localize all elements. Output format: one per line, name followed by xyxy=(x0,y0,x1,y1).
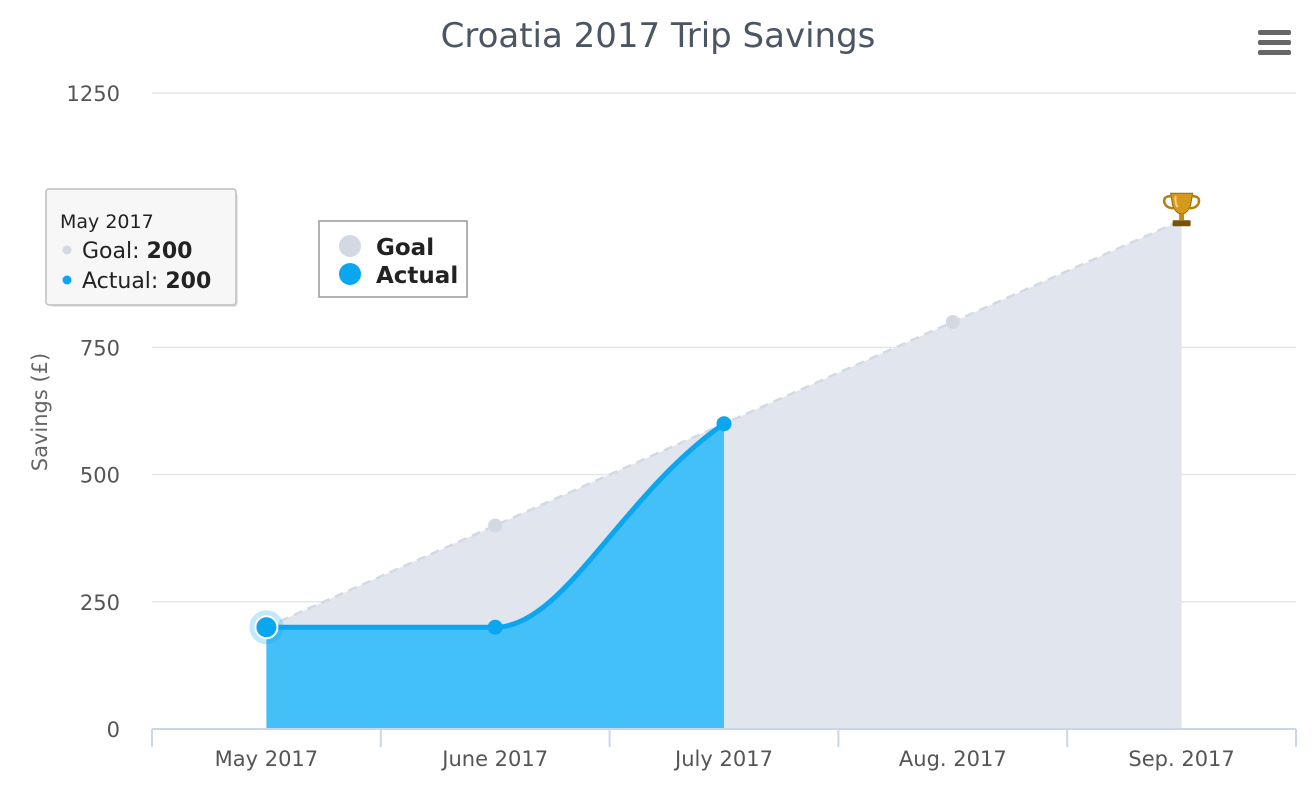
actual-point[interactable] xyxy=(487,619,503,635)
x-axis: May 2017 June 2017 July 2017 Aug. 2017 Sep. … xyxy=(151,728,1297,771)
legend-item-goal[interactable]: Goal xyxy=(339,235,434,261)
y-axis-ticks: 0 250 500 750 1250 xyxy=(67,82,120,742)
legend-actual-label: Actual xyxy=(376,263,458,289)
chart-title: Croatia 2017 Trip Savings xyxy=(441,16,876,56)
y-axis-title: Savings (£) xyxy=(28,353,52,471)
x-tick-label: July 2017 xyxy=(673,747,773,771)
legend: Goal Actual xyxy=(318,220,468,298)
legend-goal-swatch xyxy=(339,235,361,257)
x-tick-label: May 2017 xyxy=(215,747,319,771)
tooltip: May 2017 Goal: 200 Actual: 200 xyxy=(45,188,238,307)
y-tick-label: 0 xyxy=(107,718,120,742)
menu-button[interactable] xyxy=(1252,22,1296,60)
x-tick-label: Aug. 2017 xyxy=(899,747,1007,771)
y-tick-label: 500 xyxy=(80,464,120,488)
goal-point[interactable] xyxy=(488,518,503,533)
legend-actual-swatch xyxy=(339,263,361,285)
actual-point[interactable] xyxy=(716,416,732,432)
tooltip-actual-row: Actual: 200 xyxy=(82,269,211,294)
x-tick-label: Sep. 2017 xyxy=(1128,747,1234,771)
actual-line xyxy=(266,421,726,630)
tooltip-goal-row: Goal: 200 xyxy=(82,239,192,264)
trophy-icon xyxy=(1162,192,1201,227)
y-tick-label: 750 xyxy=(80,336,120,360)
legend-item-actual[interactable]: Actual xyxy=(339,263,458,289)
goal-point[interactable] xyxy=(945,314,960,329)
actual-area xyxy=(266,423,724,729)
tooltip-header: May 2017 xyxy=(60,211,154,233)
tooltip-goal-dot xyxy=(62,245,72,255)
y-tick-label: 1250 xyxy=(67,82,120,106)
actual-point-hover[interactable] xyxy=(254,615,279,640)
x-tick-label: June 2017 xyxy=(440,747,548,771)
y-tick-label: 250 xyxy=(80,591,120,615)
hamburger-menu-icon xyxy=(1258,30,1291,55)
tooltip-actual-dot xyxy=(62,275,72,285)
actual-series xyxy=(249,416,732,729)
legend-goal-label: Goal xyxy=(376,235,434,261)
